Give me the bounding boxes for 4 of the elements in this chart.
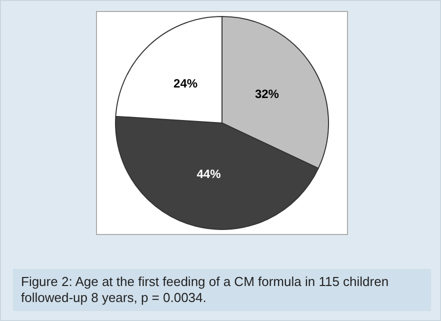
data-label: 24% [174, 76, 198, 90]
data-label: 32% [254, 86, 280, 101]
data-label: 44% [196, 166, 222, 181]
caption: Figure 2: Age at the first feeding of a CM formula in 115 children followed-up 8 years, p = 0.0034. [21, 274, 390, 306]
